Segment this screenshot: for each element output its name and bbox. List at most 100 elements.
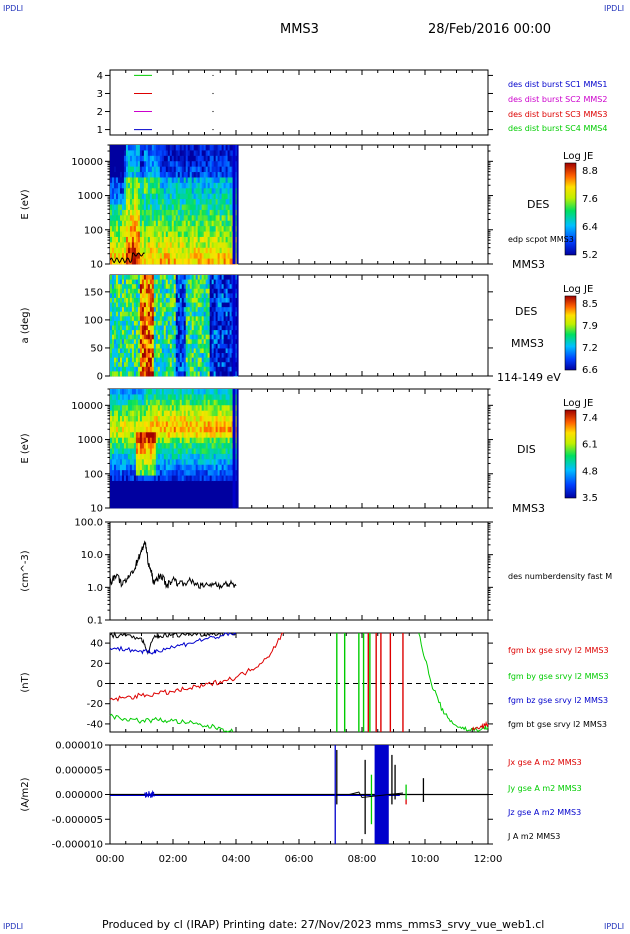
heatmap-cell bbox=[115, 334, 119, 340]
heatmap-cell bbox=[149, 302, 153, 308]
heatmap-cell bbox=[169, 150, 173, 157]
heatmap-cell bbox=[177, 437, 181, 444]
heatmap-cell bbox=[197, 302, 201, 308]
heatmap-cell bbox=[155, 188, 159, 195]
heatmap-cell bbox=[183, 193, 187, 200]
heatmap-cell bbox=[151, 253, 155, 259]
heatmap-cell bbox=[225, 334, 228, 340]
heatmap-cell bbox=[111, 497, 115, 503]
heatmap-cell bbox=[129, 389, 133, 395]
heatmap-cell bbox=[143, 470, 147, 476]
heatmap-cell bbox=[110, 394, 113, 401]
heatmap-cell bbox=[151, 366, 155, 372]
heatmap-cell bbox=[133, 242, 137, 249]
heatmap-cell bbox=[145, 231, 149, 238]
heatmap-cell bbox=[117, 432, 121, 439]
heatmap-cell bbox=[179, 371, 183, 377]
heatmap-cell bbox=[147, 320, 151, 326]
heatmap-cell bbox=[193, 220, 197, 227]
heatmap-cell bbox=[221, 177, 225, 184]
des-pitch-angle-colorbar bbox=[564, 295, 577, 371]
heatmap-cell bbox=[211, 177, 215, 184]
heatmap-cell bbox=[205, 177, 209, 184]
heatmap-cell bbox=[143, 302, 147, 308]
heatmap-cell bbox=[187, 293, 191, 299]
heatmap-cell bbox=[157, 302, 161, 308]
heatmap-cell bbox=[117, 416, 121, 422]
heatmap-cell bbox=[197, 204, 201, 211]
heatmap-cell bbox=[223, 334, 227, 340]
heatmap-cell bbox=[181, 236, 185, 243]
heatmap-cell bbox=[111, 480, 115, 487]
heatmap-cell bbox=[125, 220, 129, 227]
heatmap-cell bbox=[195, 177, 199, 184]
heatmap-cell bbox=[201, 320, 205, 326]
heatmap-cell bbox=[187, 166, 191, 173]
heatmap-cell bbox=[205, 453, 209, 460]
heatmap-cell bbox=[227, 362, 230, 368]
heatmap-cell bbox=[135, 470, 139, 476]
heatmap-cell bbox=[133, 307, 137, 313]
heatmap-cell bbox=[131, 426, 135, 433]
heatmap-cell bbox=[183, 443, 187, 449]
heatmap-cell bbox=[217, 426, 221, 433]
heatmap-cell bbox=[229, 443, 232, 449]
heatmap-cell bbox=[179, 288, 183, 294]
heatmap-cell bbox=[217, 357, 221, 363]
heatmap-cell bbox=[165, 353, 169, 359]
heatmap-cell bbox=[229, 475, 232, 482]
heatmap-cell bbox=[211, 150, 215, 157]
heatmap-cell bbox=[197, 339, 201, 345]
heatmap-cell bbox=[111, 253, 115, 259]
heatmap-cell bbox=[211, 371, 215, 377]
heatmap-cell bbox=[139, 389, 143, 395]
heatmap-cell bbox=[135, 330, 139, 336]
heatmap-cell bbox=[173, 491, 177, 498]
heatmap-cell bbox=[117, 302, 121, 308]
heatmap-cell bbox=[183, 172, 187, 178]
heatmap-cell bbox=[227, 426, 230, 433]
heatmap-cell bbox=[121, 480, 125, 487]
heatmap-cell bbox=[137, 242, 141, 249]
heatmap-cell bbox=[121, 348, 125, 354]
heatmap-cell bbox=[183, 311, 187, 317]
heatmap-cell bbox=[119, 353, 123, 359]
heatmap-cell bbox=[197, 348, 201, 354]
heatmap-cell bbox=[111, 410, 115, 417]
heatmap-cell bbox=[189, 353, 193, 359]
heatmap-cell bbox=[191, 320, 195, 326]
heatmap-cell bbox=[205, 448, 209, 455]
heatmap-cell bbox=[153, 497, 157, 503]
heatmap-cell bbox=[187, 258, 191, 265]
heatmap-cell bbox=[143, 161, 147, 168]
heatmap-cell bbox=[179, 486, 183, 493]
heatmap-cell bbox=[221, 220, 225, 227]
heatmap-cell bbox=[193, 480, 197, 487]
heatmap-cell bbox=[195, 470, 199, 476]
heatmap-cell bbox=[213, 502, 217, 509]
heatmap-cell bbox=[201, 421, 205, 428]
heatmap-cell bbox=[165, 339, 169, 345]
heatmap-cell bbox=[169, 480, 173, 487]
heatmap-cell bbox=[119, 437, 123, 444]
heatmap-cell bbox=[225, 371, 228, 377]
heatmap-cell bbox=[175, 453, 179, 460]
heatmap-cell bbox=[111, 330, 115, 336]
heatmap-cell bbox=[189, 330, 193, 336]
heatmap-cell bbox=[151, 362, 155, 368]
heatmap-cell bbox=[123, 491, 127, 498]
heatmap-cell bbox=[113, 279, 117, 285]
heatmap-cell bbox=[151, 480, 155, 487]
heatmap-cell bbox=[147, 284, 151, 290]
heatmap-cell bbox=[181, 193, 185, 200]
heatmap-cell bbox=[193, 316, 197, 322]
heatmap-cell bbox=[135, 316, 139, 322]
heatmap-cell bbox=[147, 236, 151, 243]
heatmap-cell bbox=[227, 297, 230, 303]
heatmap-cell bbox=[129, 343, 133, 349]
heatmap-cell bbox=[199, 188, 203, 195]
heatmap-cell bbox=[165, 302, 169, 308]
heatmap-cell bbox=[225, 182, 228, 189]
heatmap-cell bbox=[225, 209, 228, 216]
heatmap-cell bbox=[159, 394, 163, 401]
